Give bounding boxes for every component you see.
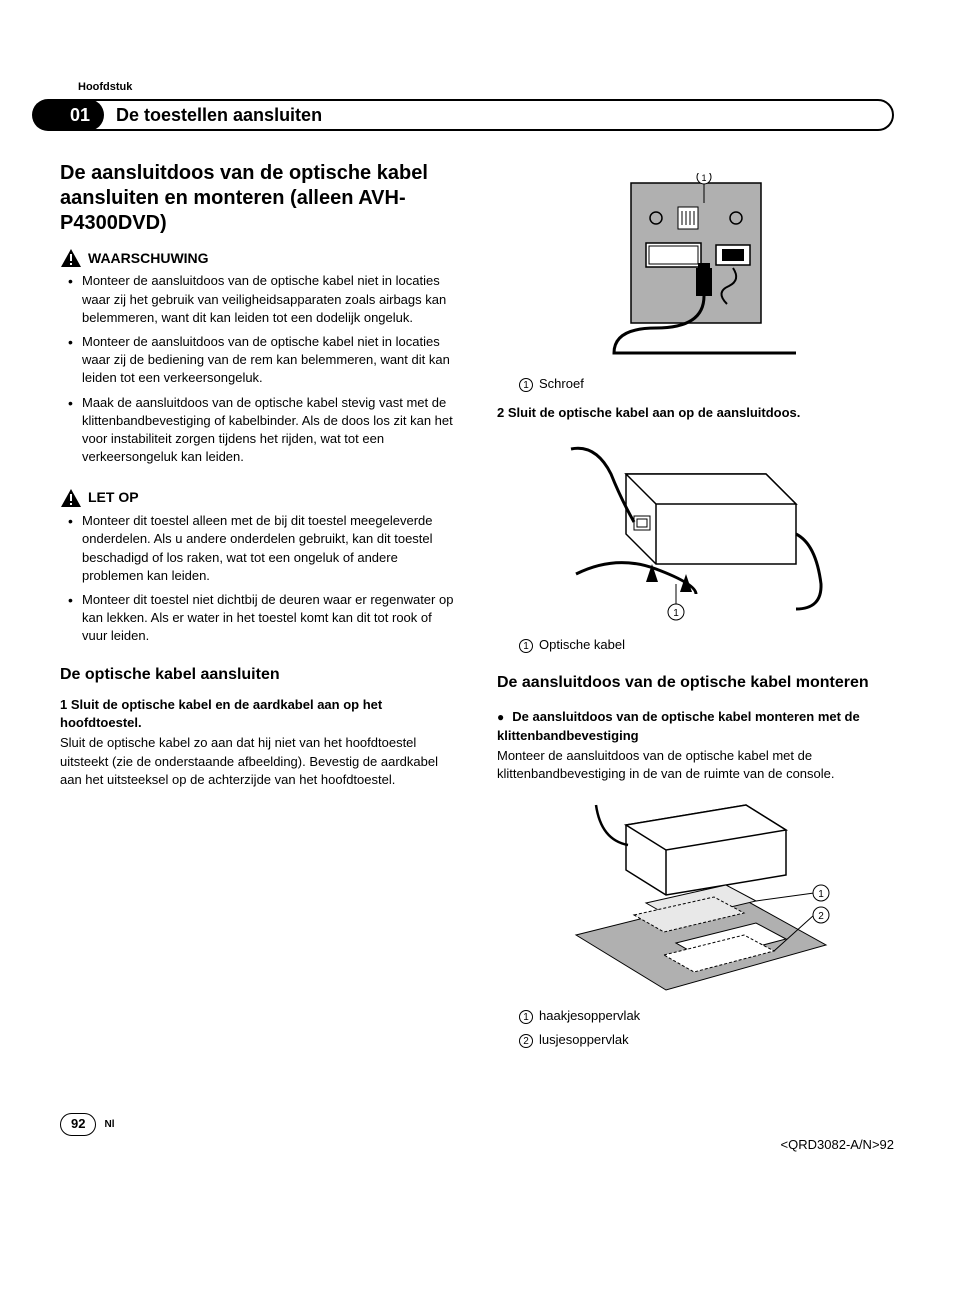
chapter-title: De toestellen aansluiten (116, 103, 322, 128)
svg-text:1: 1 (818, 889, 824, 900)
step-1-title: 1 Sluit de optische kabel en de aardkabe… (60, 696, 457, 732)
mount-body: Monteer de aansluitdoos van de optische … (497, 747, 894, 783)
callout-text: haakjesoppervlak (539, 1008, 640, 1023)
callout-text: Schroef (539, 376, 584, 391)
chapter-label: Hoofdstuk (78, 80, 894, 95)
warning-list: Monteer de aansluitdoos van de optische … (60, 272, 457, 466)
warning-label: WAARSCHUWING (88, 249, 209, 269)
chapter-header: 01 De toestellen aansluiten (60, 99, 894, 131)
subsection-mount-heading: De aansluitdoos van de optische kabel mo… (497, 672, 894, 694)
warning-heading: WAARSCHUWING (60, 248, 457, 268)
figure-junction-box: 1 (566, 434, 826, 624)
page-number-badge: 92 Nl (60, 1113, 114, 1135)
list-item: Monteer de aansluitdoos van de optische … (82, 272, 457, 327)
page-number: 92 (60, 1113, 96, 1135)
figure3-callout-1: 1haakjesoppervlak (519, 1007, 894, 1025)
figure-velcro-mount: 1 2 (556, 795, 836, 995)
list-item: Monteer dit toestel alleen met de bij di… (82, 512, 457, 585)
section-title: De aansluitdoos van de optische kabel aa… (60, 161, 457, 236)
page-footer: 92 Nl (60, 1113, 894, 1135)
subsection-connect-heading: De optische kabel aansluiten (60, 664, 457, 686)
warning-icon (60, 248, 82, 268)
chapter-number-badge: 01 (32, 99, 104, 131)
figure-head-unit: 1 (596, 173, 796, 363)
callout-text: lusjesoppervlak (539, 1032, 629, 1047)
document-reference: <QRD3082-A/N>92 (60, 1136, 894, 1154)
svg-text:1: 1 (701, 173, 706, 183)
caution-heading: LET OP (60, 488, 457, 508)
svg-text:1: 1 (673, 608, 679, 619)
figure2-callout: 1Optische kabel (519, 636, 894, 654)
caution-label: LET OP (88, 488, 139, 508)
callout-text: Optische kabel (539, 637, 625, 652)
step-2-title: 2 Sluit de optische kabel aan op de aans… (497, 404, 894, 422)
warning-icon (60, 488, 82, 508)
language-code: Nl (104, 1118, 114, 1132)
right-column: 1 1Schroef 2 Sluit de optische kabel aan… (497, 161, 894, 1053)
list-item: Maak de aansluitdoos van de optische kab… (82, 394, 457, 467)
step-1-body: Sluit de optische kabel zo aan dat hij n… (60, 734, 457, 789)
caution-list: Monteer dit toestel alleen met de bij di… (60, 512, 457, 645)
figure1-callout: 1Schroef (519, 375, 894, 393)
list-item: Monteer dit toestel niet dichtbij de deu… (82, 591, 457, 646)
disc-heading: De aansluitdoos van de optische kabel mo… (497, 708, 894, 744)
left-column: De aansluitdoos van de optische kabel aa… (60, 161, 457, 1053)
list-item: Monteer de aansluitdoos van de optische … (82, 333, 457, 388)
svg-text:2: 2 (818, 911, 824, 922)
figure3-callout-2: 2lusjesoppervlak (519, 1031, 894, 1049)
